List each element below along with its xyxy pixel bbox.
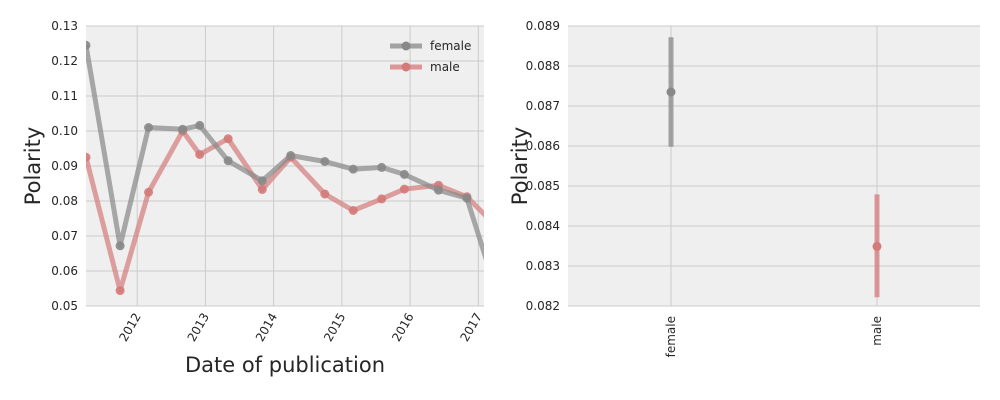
left-y-tick-label: 0.13 [51, 19, 78, 33]
legend-label-female: female [430, 39, 471, 53]
right-x-tick-label: male [870, 316, 884, 346]
data-point-female [462, 193, 472, 203]
left-y-axis-title: Polarity [21, 127, 45, 206]
legend-marker-female [401, 41, 411, 51]
data-point-male [320, 189, 330, 199]
right-y-tick-labels: 0.082 0.083 0.084 0.085 0.086 0.087 0.088 0.089 [526, 19, 560, 313]
left-x-axis-title: Date of publication [185, 353, 385, 377]
data-point-female [178, 124, 188, 134]
right-y-tick-label: 0.083 [526, 259, 560, 273]
right-y-tick-label: 0.087 [526, 99, 560, 113]
left-y-tick-label: 0.10 [51, 124, 78, 138]
data-point-male [195, 149, 205, 159]
data-point-male [399, 184, 409, 194]
right-y-tick-label: 0.085 [526, 179, 560, 193]
data-point-male [491, 221, 500, 230]
left-y-tick-label: 0.11 [51, 89, 78, 103]
data-point-male [115, 286, 125, 296]
data-point-female [348, 164, 358, 174]
right-x-tick-label: female [664, 316, 678, 357]
data-point-female [286, 151, 296, 160]
polarity-over-time-chart: 0.05 0.06 0.07 0.08 0.09 0.10 0.11 0.12 0.13 201… [21, 19, 500, 377]
right-y-tick-label: 0.089 [526, 19, 560, 33]
data-point-female [223, 156, 233, 166]
legend-label-male: male [430, 60, 460, 74]
right-y-tick-label: 0.088 [526, 59, 560, 73]
data-point-female [320, 156, 330, 166]
left-series-group [86, 40, 500, 296]
left-y-tick-label: 0.05 [51, 299, 78, 313]
data-point-female [195, 120, 205, 130]
data-point-female [115, 241, 125, 251]
data-point-female [434, 185, 444, 195]
point-male [872, 241, 882, 251]
left-x-tick-label: 2013 [185, 311, 212, 344]
left-y-tick-labels: 0.05 0.06 0.07 0.08 0.09 0.10 0.11 0.12 0.13 [51, 19, 78, 313]
polarity-by-gender-chart: 0.082 0.083 0.084 0.085 0.086 0.087 0.088 0.089… [508, 19, 980, 357]
left-x-tick-label: 2015 [321, 311, 348, 344]
data-point-male [144, 187, 154, 197]
left-x-tick-label: 2014 [253, 311, 280, 344]
legend: female male [390, 39, 471, 74]
data-point-female [399, 169, 409, 179]
data-point-female [377, 162, 387, 172]
right-y-axis-title: Polarity [508, 127, 532, 206]
data-point-female [86, 40, 91, 50]
left-x-tick-label: 2016 [389, 311, 416, 344]
right-y-tick-label: 0.082 [526, 299, 560, 313]
left-y-tick-label: 0.07 [51, 229, 78, 243]
left-x-tick-labels: 2012 2013 2014 2015 2016 2017 [116, 311, 485, 344]
data-point-male [223, 134, 233, 144]
left-x-tick-label: 2012 [116, 311, 143, 344]
data-point-male [257, 184, 267, 194]
right-y-tick-label: 0.084 [526, 219, 560, 233]
left-y-tick-label: 0.09 [51, 159, 78, 173]
data-point-female [257, 176, 267, 186]
left-y-tick-label: 0.12 [51, 54, 78, 68]
data-point-male [348, 205, 358, 215]
right-x-tick-labels: female male [664, 316, 884, 357]
left-x-tick-label: 2017 [458, 311, 485, 344]
left-y-tick-label: 0.06 [51, 264, 78, 278]
data-point-male [377, 194, 387, 204]
point-female [666, 87, 676, 97]
right-y-tick-label: 0.086 [526, 139, 560, 153]
data-point-female [144, 123, 154, 132]
data-point-male [86, 152, 91, 162]
left-y-tick-label: 0.08 [51, 194, 78, 208]
legend-marker-male [401, 62, 411, 72]
data-point-female [491, 284, 500, 293]
right-points-group [666, 37, 882, 298]
right-plot-area [568, 26, 980, 306]
